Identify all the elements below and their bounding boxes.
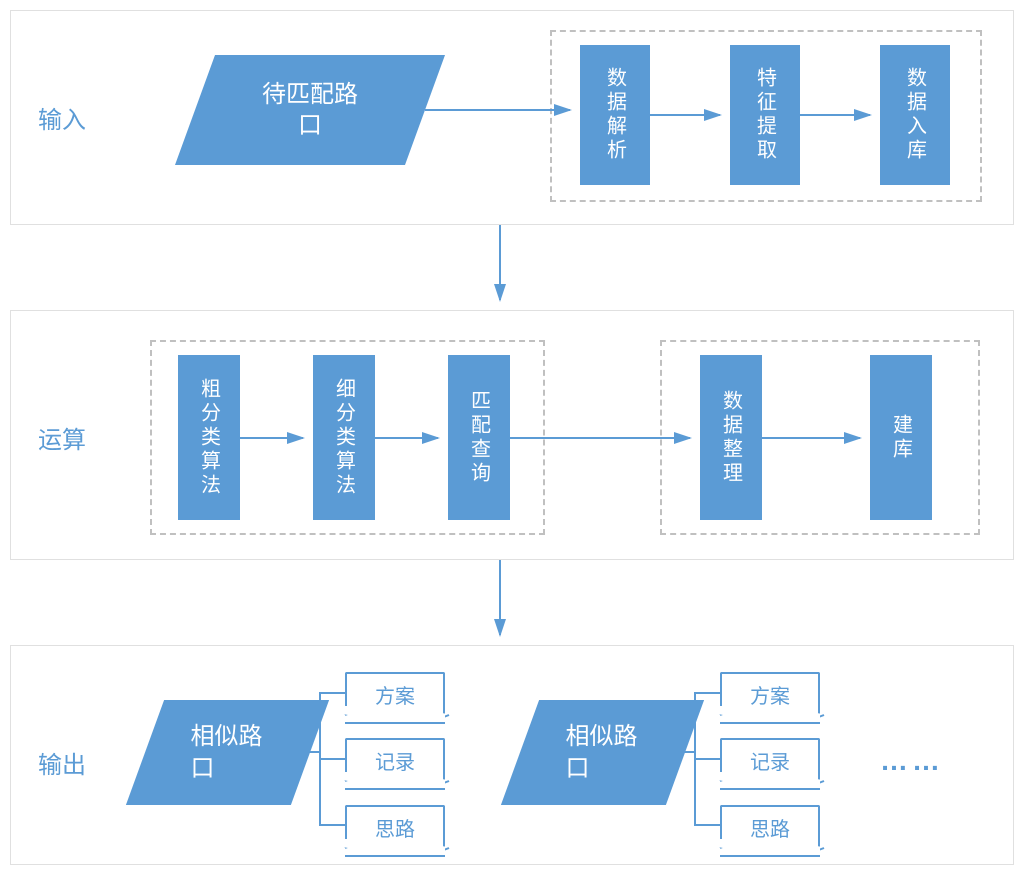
- output-doc-1-1-text: 记录: [375, 746, 415, 775]
- output-parallelogram-1-text: 相似路口: [183, 721, 273, 783]
- output-doc-1-0: 方案: [345, 672, 445, 714]
- output-doc-1-0-text: 方案: [375, 680, 415, 709]
- arrow-compute-to-output: [490, 560, 510, 645]
- output-parallelogram-2: 相似路口: [520, 700, 685, 805]
- stage-label-compute: 运算: [38, 420, 86, 455]
- output-ellipsis: ……: [880, 745, 944, 777]
- input-box-store: 数据入库: [880, 45, 950, 185]
- arrow-coarse-to-fine: [240, 428, 313, 448]
- output-doc-1-2: 思路: [345, 805, 445, 847]
- output-parallelogram-1: 相似路口: [145, 700, 310, 805]
- output-doc-2-1-text: 记录: [750, 746, 790, 775]
- compute-box-fine: 细分类算法: [313, 355, 375, 520]
- output-doc-1-2-text: 思路: [375, 813, 415, 842]
- compute-box-collate: 数据整理: [700, 355, 762, 520]
- arrow-parse-to-feature: [650, 105, 730, 125]
- arrow-feature-to-store: [800, 105, 880, 125]
- output-parallelogram-2-text: 相似路口: [558, 721, 648, 783]
- output-connector-2: [675, 690, 720, 835]
- stage-label-output: 输出: [38, 745, 86, 780]
- compute-box-build: 建库: [870, 355, 932, 520]
- arrow-input-to-group: [425, 100, 580, 120]
- compute-box-coarse: 粗分类算法: [178, 355, 240, 520]
- input-box-parse: 数据解析: [580, 45, 650, 185]
- output-doc-1-1: 记录: [345, 738, 445, 780]
- output-doc-2-2-text: 思路: [750, 813, 790, 842]
- output-doc-2-1: 记录: [720, 738, 820, 780]
- arrow-collate-to-build: [762, 428, 870, 448]
- stage-label-input: 输入: [38, 100, 86, 135]
- output-doc-2-0: 方案: [720, 672, 820, 714]
- input-parallelogram-text: 待匹配路口: [245, 79, 375, 141]
- input-parallelogram: 待匹配路口: [195, 55, 425, 165]
- input-box-feature: 特征提取: [730, 45, 800, 185]
- output-connector-1: [300, 690, 345, 835]
- arrow-input-to-compute: [490, 225, 510, 310]
- arrow-leftgroup-to-rightgroup: [510, 428, 700, 448]
- compute-box-query: 匹配查询: [448, 355, 510, 520]
- output-doc-2-0-text: 方案: [750, 680, 790, 709]
- output-doc-2-2: 思路: [720, 805, 820, 847]
- arrow-fine-to-query: [375, 428, 448, 448]
